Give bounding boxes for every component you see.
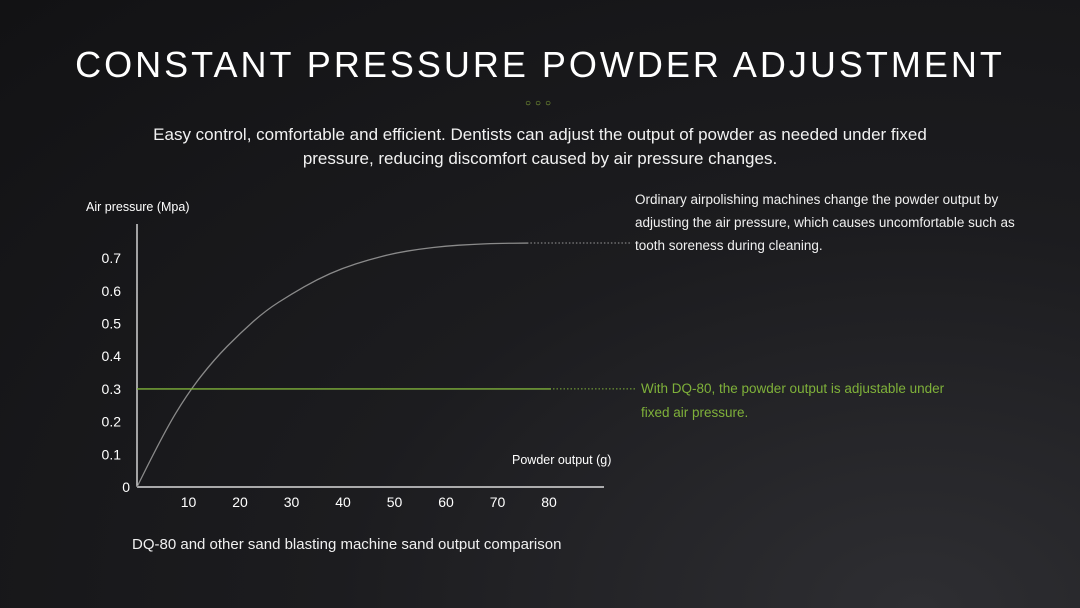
y-tick-label: 0.6 (102, 283, 122, 299)
x-tick-label: 20 (232, 494, 248, 510)
y-tick-label: 0.5 (102, 316, 122, 332)
chart-caption: DQ-80 and other sand blasting machine sa… (132, 536, 562, 553)
x-tick-group: 10 20 30 40 50 60 70 80 (181, 494, 557, 510)
x-tick-label: 10 (181, 494, 197, 510)
ordinary-machine-curve (136, 242, 529, 488)
y-axis-label: Air pressure (Mpa) (86, 200, 190, 214)
x-tick-label: 50 (387, 494, 403, 510)
x-tick-label: 70 (490, 494, 506, 510)
y-tick-label: 0.4 (102, 348, 122, 364)
y-tick-group: 0 0.1 0.2 0.3 0.4 0.5 0.6 0.7 (102, 250, 131, 495)
x-tick-label: 60 (438, 494, 454, 510)
x-tick-label: 30 (284, 494, 300, 510)
y-tick-label: 0.3 (102, 381, 122, 397)
dq80-note: With DQ-80, the powder output is adjusta… (641, 381, 945, 420)
x-axis-label: Powder output (g) (512, 453, 611, 467)
y-tick-label: 0.1 (102, 446, 122, 462)
y-tick-label: 0 (122, 479, 130, 495)
x-tick-label: 80 (541, 494, 557, 510)
x-tick-label: 40 (335, 494, 351, 510)
page-subtitle: Easy control, comfortable and efficient.… (153, 125, 927, 168)
y-tick-label: 0.7 (102, 250, 122, 266)
decorative-dots: ○○○ (524, 98, 556, 109)
ordinary-machine-note: Ordinary airpolishing machines change th… (635, 192, 1015, 253)
page-title: CONSTANT PRESSURE POWDER ADJUSTMENT (75, 44, 1005, 85)
y-tick-label: 0.2 (102, 414, 122, 430)
